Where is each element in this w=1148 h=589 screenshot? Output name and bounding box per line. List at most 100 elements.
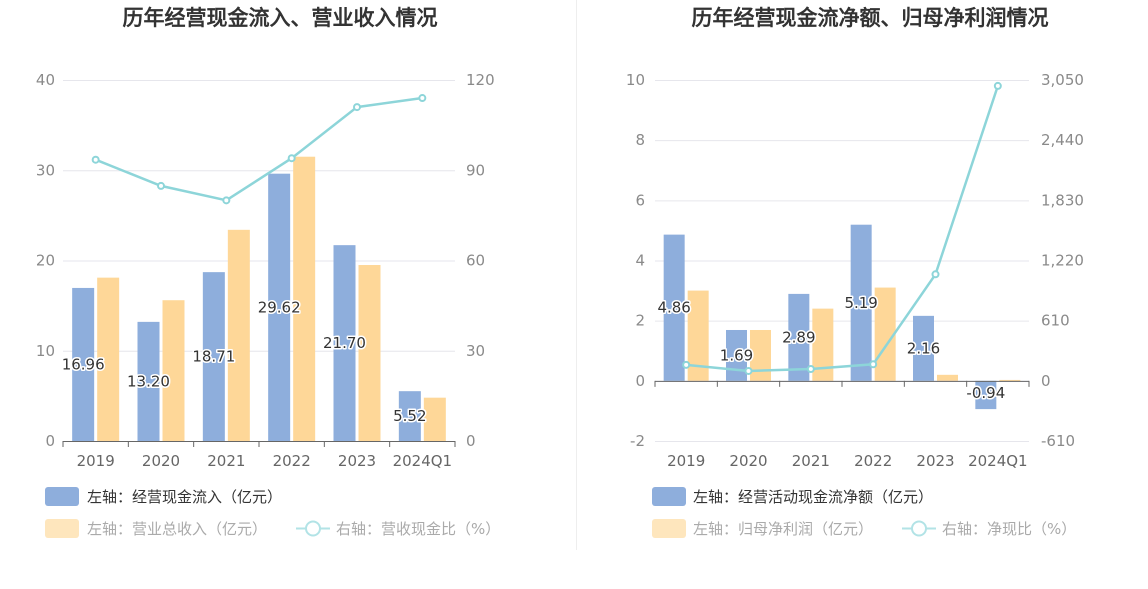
line-point (806, 364, 815, 373)
bar-primary (850, 224, 872, 381)
bar-secondary (358, 265, 381, 441)
bar-secondary (937, 374, 958, 381)
legend-item-net-cash-ratio[interactable]: 右轴：净现比（%） (902, 520, 1076, 538)
legend-swatch-net-profit (652, 519, 686, 538)
data-label: 5.19 (844, 294, 877, 312)
line-point (993, 81, 1002, 90)
right-axis-tick-label: 1,830 (1041, 191, 1084, 209)
legend-swatch-net-cashflow (652, 487, 686, 506)
x-axis-tick-label: 2019 (77, 452, 115, 470)
legend-item-ratio[interactable]: 右轴：营收现金比（%） (296, 520, 500, 538)
right-axis-tick-label: 1,220 (1041, 252, 1084, 270)
right-axis-tick-label: 3,050 (1041, 71, 1084, 89)
left-axis-tick-label: 4 (635, 252, 645, 270)
left-axis-ticks: 0 10 20 30 40 (36, 71, 55, 450)
legend-item-inflow[interactable]: 左轴：经营现金流入（亿元） (45, 487, 282, 506)
data-label: 13.20 (127, 372, 170, 390)
legend-label-inflow: 左轴：经营现金流入（亿元） (87, 488, 282, 506)
right-axis-ticks: -610 0 610 1,220 1,830 2,440 3,050 (1041, 71, 1084, 450)
bar-primary (913, 315, 934, 381)
legend-item-revenue[interactable]: 左轴：营业总收入（亿元） (45, 519, 267, 538)
bar-series (72, 156, 446, 441)
bar-secondary (687, 290, 709, 381)
chart-title: 历年经营现金流净额、归母净利润情况 (692, 6, 1049, 30)
line-point (418, 94, 427, 103)
legend-label-ratio: 右轴：营收现金比（%） (336, 520, 500, 538)
left-axis-ticks: -2 0 2 4 6 8 10 (626, 71, 645, 450)
x-axis-tick-label: 2022 (854, 452, 892, 470)
left-axis-tick-label: 0 (45, 432, 55, 450)
right-axis-tick-label: 2,440 (1041, 131, 1084, 149)
x-axis-tick-label: 2020 (142, 452, 180, 470)
bar-primary (663, 234, 685, 381)
legend: 左轴：经营活动现金流净额（亿元） 左轴：归母净利润（亿元） 右轴：净现比（%） (652, 487, 1076, 538)
left-axis-tick-label: 40 (36, 71, 55, 89)
data-label: 29.62 (258, 298, 301, 316)
data-label: -0.94 (966, 384, 1005, 402)
chart-title: 历年经营现金流入、营业收入情况 (123, 6, 438, 30)
x-axis-tick-label: 2022 (273, 452, 311, 470)
legend-item-net-profit[interactable]: 左轴：归母净利润（亿元） (652, 519, 873, 538)
line-point (222, 196, 231, 205)
right-axis-tick-label: 610 (1041, 312, 1070, 330)
line-point (287, 154, 296, 163)
right-axis-tick-label: 30 (466, 342, 485, 360)
line-point (682, 360, 691, 369)
bar-primary (72, 287, 95, 441)
data-label: 1.69 (720, 346, 753, 364)
legend-label-revenue: 左轴：营业总收入（亿元） (87, 520, 267, 538)
legend-swatch-revenue (45, 519, 79, 538)
legend: 左轴：经营现金流入（亿元） 左轴：营业总收入（亿元） 右轴：营收现金比（%） (45, 487, 500, 538)
data-labels: 4.86 1.69 2.89 5.19 2.16 -0.94 (656, 292, 1007, 403)
bar-secondary (812, 308, 834, 381)
line-point (353, 103, 361, 112)
bar-secondary (423, 397, 446, 441)
left-axis-tick-label: 0 (635, 372, 645, 390)
bar-secondary (874, 287, 896, 381)
left-axis-tick-label: -2 (630, 432, 645, 450)
data-label: 18.71 (192, 348, 235, 366)
left-axis-tick-label: 10 (626, 71, 645, 89)
left-axis-tick-label: 8 (635, 131, 645, 149)
legend-swatch-inflow (45, 487, 79, 506)
cashflow-inflow-revenue-chart: 历年经营现金流入、营业收入情况 0 10 20 30 40 0 30 60 90 120 201… (36, 6, 500, 538)
bar-series (663, 224, 1021, 410)
data-label: 2.16 (907, 339, 940, 357)
x-axis-tick-label: 2023 (338, 452, 376, 470)
bar-secondary (293, 156, 316, 441)
line-point (91, 155, 100, 164)
bar-secondary (227, 229, 250, 441)
legend-label-net-cash-ratio: 右轴：净现比（%） (942, 520, 1076, 538)
left-axis-tick-label: 10 (36, 342, 55, 360)
x-axis-tick-label: 2021 (207, 452, 245, 470)
grid-lines (63, 80, 455, 442)
bar-primary (268, 173, 291, 441)
bar-primary (788, 293, 810, 381)
x-axis-tick-label: 2023 (916, 452, 954, 470)
right-axis-tick-label: 90 (466, 161, 485, 179)
line-point (744, 366, 753, 375)
x-axis-tick-label: 2021 (792, 452, 830, 470)
x-axis-tick-label: 2024Q1 (393, 452, 453, 470)
line-series (91, 94, 427, 205)
bar-secondary (162, 300, 185, 441)
data-label: 16.96 (62, 355, 105, 373)
x-axis: 2019 2020 2021 2022 2023 2024Q1 (62, 441, 456, 470)
legend-item-net-cashflow[interactable]: 左轴：经营活动现金流净额（亿元） (652, 487, 933, 506)
bar-primary (202, 272, 225, 441)
line-path (686, 85, 1000, 373)
line-path (95, 96, 423, 202)
legend-marker-ratio (305, 520, 321, 537)
legend-label-net-profit: 左轴：归母净利润（亿元） (693, 520, 873, 538)
bar-secondary (999, 379, 1021, 381)
right-axis-ticks: 0 30 60 90 120 (466, 71, 495, 450)
right-axis-tick-label: 60 (466, 252, 485, 270)
bar-secondary (97, 277, 120, 441)
bar-secondary (750, 329, 771, 381)
right-axis-tick-label: 0 (1041, 372, 1051, 390)
x-axis-tick-label: 2024Q1 (968, 452, 1028, 470)
cashflow-net-profit-chart: 历年经营现金流净额、归母净利润情况 -2 0 2 4 6 8 10 -610 0 610 1,22… (626, 6, 1084, 538)
line-point (931, 270, 940, 279)
data-labels: 16.96 13.20 18.71 29.62 21.70 5.52 (60, 297, 428, 427)
